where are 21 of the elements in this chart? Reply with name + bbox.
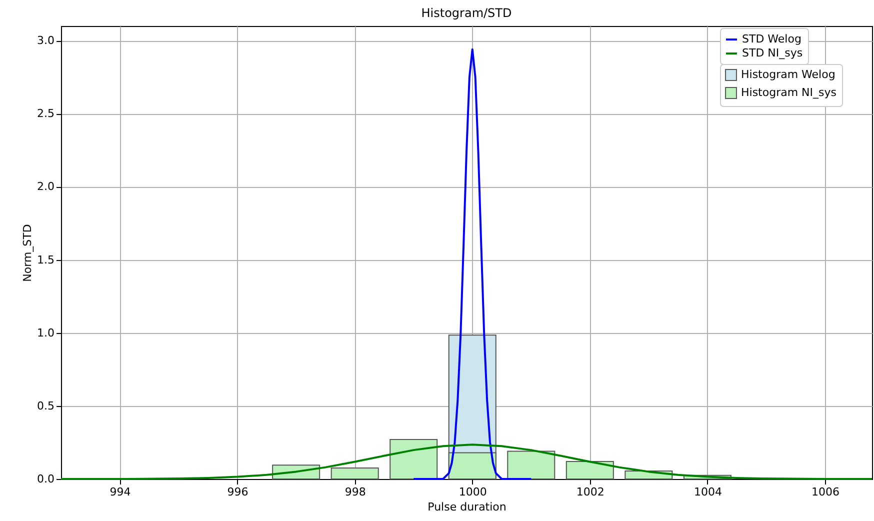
x-tick-label: 1006 — [811, 486, 840, 498]
legend-label: STD NI_sys — [742, 46, 803, 60]
legend-label: Histogram NI_sys — [741, 86, 837, 99]
y-tick-label: 3.0 — [37, 34, 54, 48]
x-axis-title: Pulse duration — [428, 500, 506, 514]
chart-title: Histogram/STD — [421, 6, 512, 20]
x-tick-label: 1002 — [576, 486, 604, 498]
y-axis-title: Norm_STD — [21, 224, 34, 282]
y-tick-label: 0.0 — [37, 472, 54, 486]
y-tick-label: 1.0 — [37, 326, 54, 340]
y-tick-label: 2.5 — [37, 107, 54, 120]
x-tick-label: 1000 — [458, 486, 487, 498]
x-tick-label: 1004 — [694, 486, 722, 498]
legend-label: Histogram Welog — [741, 68, 836, 81]
y-tick-label: 0.5 — [37, 399, 54, 412]
x-tick-label: 996 — [227, 486, 248, 498]
x-tick-label: 998 — [344, 486, 366, 498]
legend-label: STD Welog — [742, 32, 802, 46]
y-tick-label: 1.5 — [37, 253, 54, 266]
y-tick-label: 2.0 — [37, 180, 54, 194]
x-tick-label: 994 — [110, 486, 131, 498]
